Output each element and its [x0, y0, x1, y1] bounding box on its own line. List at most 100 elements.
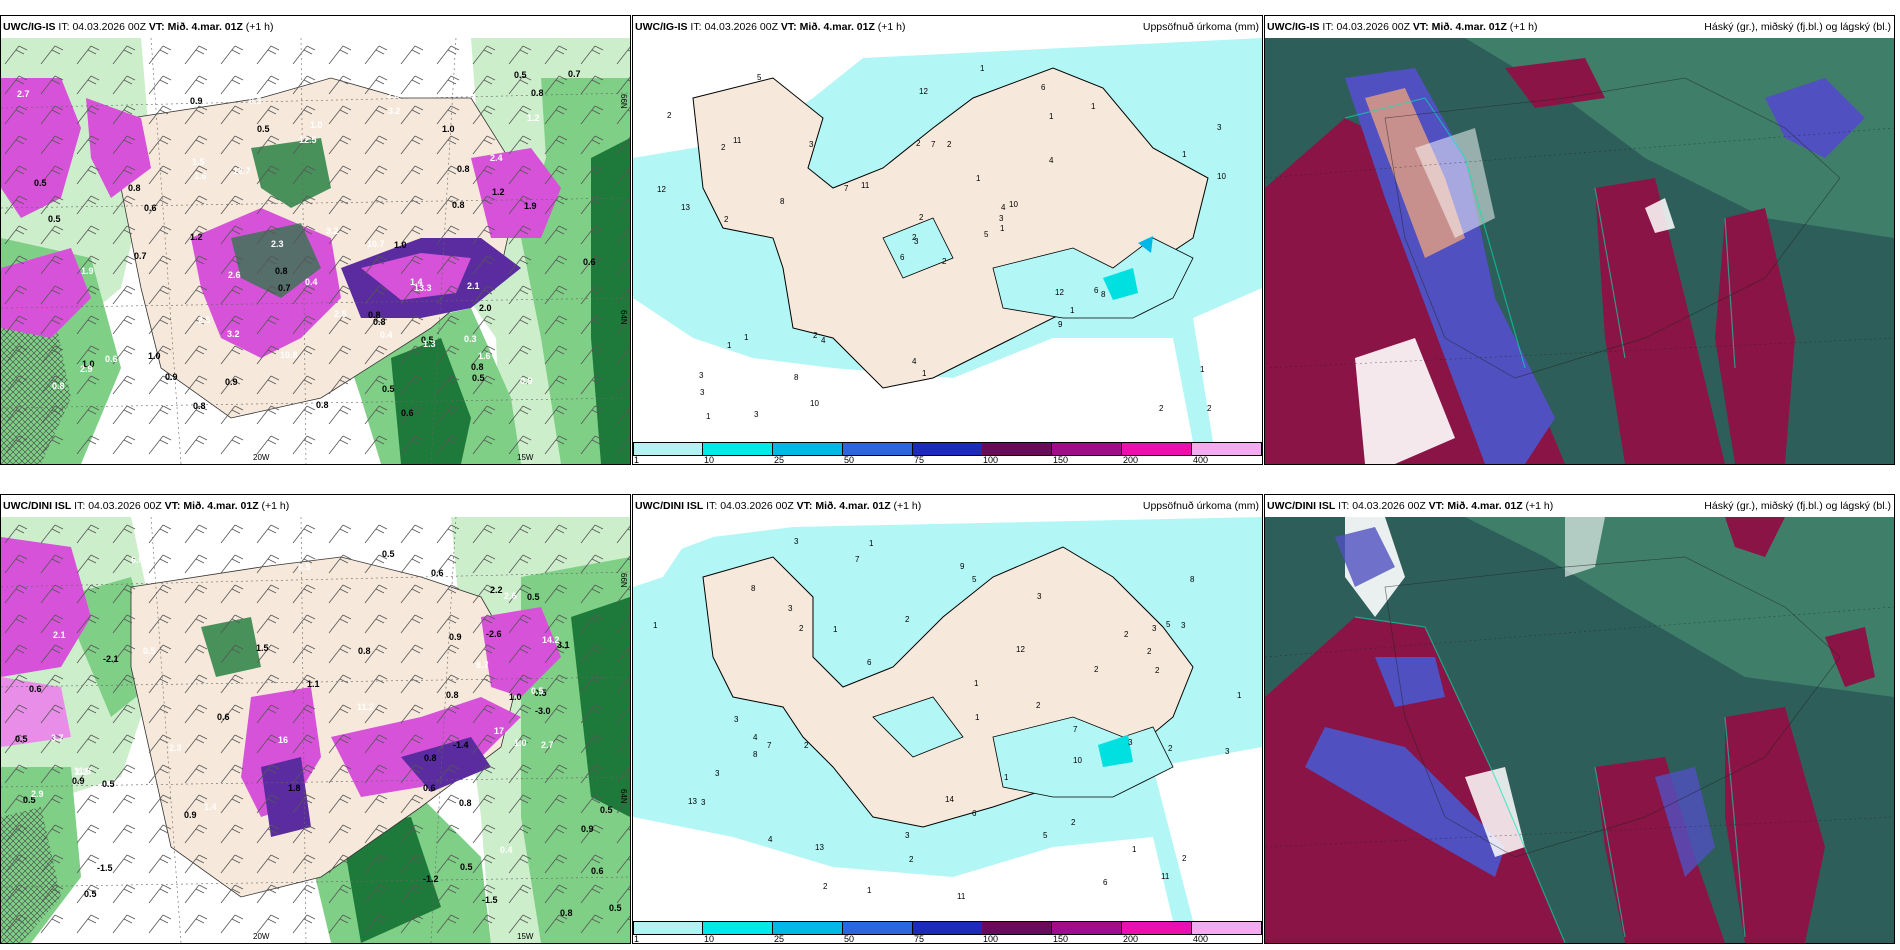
- value-label: 0.4: [500, 845, 513, 855]
- precip-value: 1: [922, 369, 927, 378]
- init-time: 04.03.2026 00Z: [88, 500, 162, 512]
- colorbar-segment: [703, 921, 773, 935]
- colorbar-tick: 200: [1123, 934, 1139, 944]
- precip-value: 7: [931, 140, 936, 149]
- value-label: 14.2: [542, 635, 560, 645]
- map-dini-clouds: [1265, 517, 1894, 943]
- value-label: 0.5: [527, 592, 540, 602]
- value-label: 6.0: [131, 555, 144, 565]
- value-label: 2.2: [490, 585, 503, 595]
- value-label: 0.8: [471, 362, 484, 372]
- precip-value: 2: [1155, 666, 1160, 675]
- valid-time: Mið. 4.mar. 01Z: [1431, 21, 1507, 33]
- value-label: 0.5: [600, 805, 613, 815]
- value-label: 1.4: [204, 802, 217, 812]
- value-label: -1.5: [97, 863, 113, 873]
- colorbar-segment: [773, 921, 843, 935]
- value-label: 0.9: [520, 376, 533, 386]
- value-label: 0.5: [84, 889, 97, 899]
- precip-value: 2: [947, 140, 952, 149]
- colorbar-tick: 10: [704, 934, 715, 944]
- precip-value: 4: [1001, 203, 1006, 212]
- precip-value: 2: [1124, 630, 1129, 639]
- precip-value: 12: [1055, 288, 1064, 297]
- lead-time: (+1 h): [261, 500, 290, 512]
- precip-value: 3: [734, 715, 739, 724]
- init-time: 04.03.2026 00Z: [704, 21, 778, 33]
- value-label: 2.1: [467, 281, 480, 291]
- precip-value: 2: [799, 624, 804, 633]
- colorbar-segment: [982, 442, 1052, 456]
- precip-value: 2: [1168, 744, 1173, 753]
- value-label: 9.0: [103, 812, 116, 822]
- value-label: 0.8: [531, 88, 544, 98]
- lon-label: 20W: [253, 453, 270, 462]
- value-label: 2.6: [228, 270, 241, 280]
- value-label: 0.9: [225, 377, 238, 387]
- lead-time: (+1 h): [1509, 21, 1538, 33]
- precip-value: 5: [757, 73, 762, 82]
- colorbar-frame: [633, 442, 1262, 456]
- value-label: 0.5: [514, 70, 527, 80]
- precip-value: 1: [1000, 224, 1005, 233]
- value-label: 1.0: [310, 120, 323, 130]
- precip-value: 10: [1217, 172, 1226, 181]
- value-label: -1.2: [423, 874, 439, 884]
- precip-value: 2: [813, 331, 818, 340]
- precip-value: 7: [767, 741, 772, 750]
- model-name: UWC/IG-IS: [3, 21, 56, 33]
- precip-value: 12: [657, 185, 666, 194]
- panel-ig-precip-accum: UWC/IG-IS IT: 04.03.2026 00Z VT: Mið. 4.…: [632, 15, 1263, 465]
- model-name: UWC/DINI ISL: [1267, 500, 1336, 512]
- precip-value: 4: [912, 357, 917, 366]
- panel-header: UWC/IG-IS IT: 04.03.2026 00Z VT: Mið. 4.…: [1265, 16, 1894, 38]
- precip-value: 5: [984, 230, 989, 239]
- precip-value: 8: [751, 584, 756, 593]
- panel-header: UWC/IG-IS IT: 04.03.2026 00Z VT: Mið. 4.…: [3, 21, 274, 33]
- precip-value: 1: [975, 713, 980, 722]
- value-label: 0.9: [72, 776, 85, 786]
- value-label: 0.5: [143, 646, 156, 656]
- panel-title: Háský (gr.), miðský (fj.bl.) og lágský (…: [1704, 500, 1891, 512]
- precip-value: 11: [861, 181, 870, 190]
- value-label: 0.5: [421, 335, 434, 345]
- colorbar-tick: 100: [983, 934, 999, 944]
- precip-value: 10: [1073, 756, 1082, 765]
- colorbar-segment: [773, 442, 843, 456]
- colorbar-tick: 1: [634, 934, 640, 944]
- value-label: 0.5: [534, 688, 547, 698]
- value-label: 0.6: [591, 866, 604, 876]
- value-label: 3.2: [388, 106, 401, 116]
- colorbar-segment: [843, 442, 913, 456]
- value-label: 0.5: [15, 734, 28, 744]
- precip-value: 1: [980, 64, 985, 73]
- value-label: 0.9: [165, 372, 178, 382]
- value-label: 0.5: [382, 384, 395, 394]
- value-label: 0.5: [460, 862, 473, 872]
- map-dini-precip-accum: [633, 517, 1262, 921]
- precip-value: 2: [912, 233, 917, 242]
- precip-value: 4: [821, 336, 826, 345]
- lead-time: (+1 h): [1525, 500, 1554, 512]
- colorbar-segment: [633, 442, 703, 456]
- value-label: 0.5: [472, 373, 485, 383]
- value-label: 3.1: [557, 640, 570, 650]
- value-label: 0.8: [446, 690, 459, 700]
- precip-value: 1: [1049, 112, 1054, 121]
- colorbar-tick: 10: [704, 455, 715, 465]
- precip-value: 12: [1016, 645, 1025, 654]
- value-label: 0.6: [401, 408, 414, 418]
- precip-value: 2: [724, 215, 729, 224]
- value-label: 2.9: [80, 364, 93, 374]
- precip-value: 5: [972, 575, 977, 584]
- colorbar-segment: [703, 442, 773, 456]
- precip-value: 13: [688, 797, 697, 806]
- precip-value: 13: [681, 203, 690, 212]
- panel-header: UWC/DINI ISL IT: 04.03.2026 00Z VT: Mið.…: [633, 495, 1262, 517]
- value-label: 0.6: [105, 354, 118, 364]
- value-label: 2.8: [387, 90, 400, 100]
- precip-value: 10: [1009, 200, 1018, 209]
- value-label: 11.2: [357, 702, 375, 712]
- precip-value: 1: [974, 679, 979, 688]
- value-label: 1.0: [148, 351, 161, 361]
